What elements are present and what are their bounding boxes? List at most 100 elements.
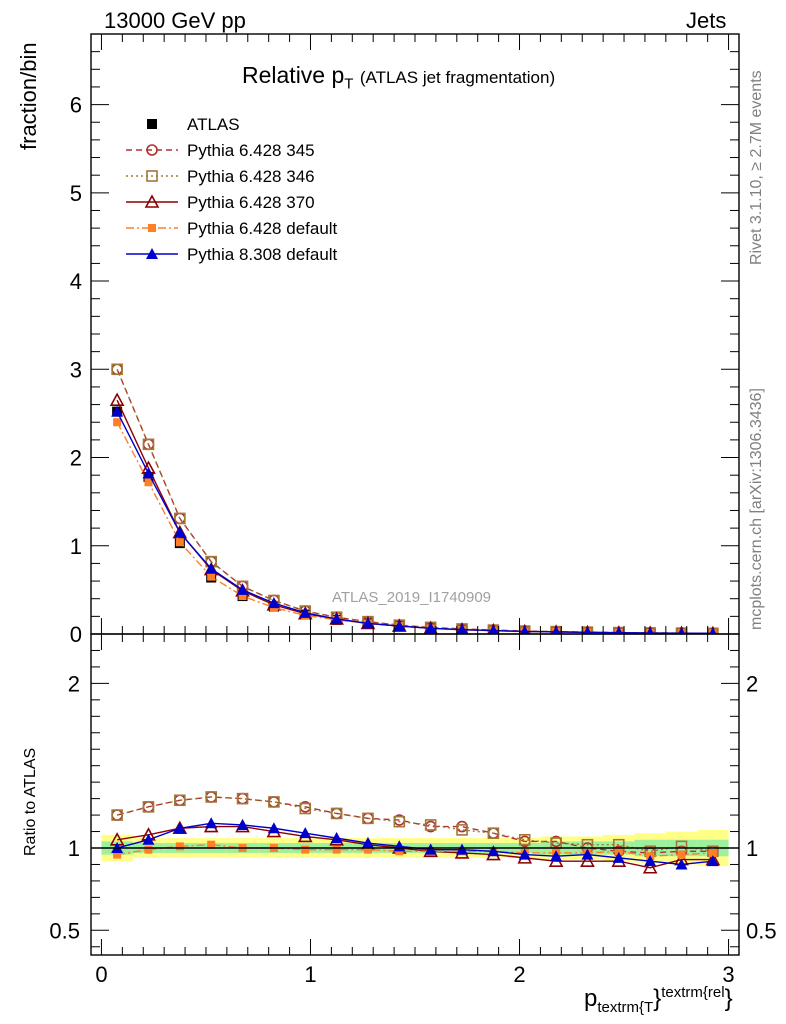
data-point bbox=[205, 562, 218, 574]
data-point bbox=[236, 583, 249, 595]
xlabel-p: p bbox=[584, 985, 598, 1012]
data-point bbox=[487, 827, 500, 839]
xlabel-close-1: } bbox=[653, 985, 662, 1012]
legend-entry-atlas: ATLAS bbox=[147, 115, 240, 134]
data-point bbox=[175, 538, 184, 547]
data-point bbox=[142, 467, 155, 479]
data-point bbox=[109, 392, 125, 406]
data-point bbox=[644, 855, 657, 867]
data-point bbox=[363, 845, 372, 854]
ratio-y-axis-label: Ratio to ATLAS bbox=[22, 747, 39, 856]
xlabel-sup: textrm{rel bbox=[661, 984, 725, 1001]
data-point bbox=[330, 832, 343, 844]
ratio-y-tick-label: 1 bbox=[68, 836, 80, 861]
data-point bbox=[424, 622, 437, 634]
legend-label: Pythia 6.428 370 bbox=[187, 193, 315, 212]
legend: ATLAS Pythia 6.428 345 Pythia 6.428 346 Pyt… bbox=[126, 115, 338, 264]
data-point bbox=[614, 847, 623, 856]
data-point bbox=[708, 848, 717, 857]
x-tick-label: 3 bbox=[722, 962, 734, 987]
axes-frames bbox=[90, 33, 740, 956]
data-point bbox=[267, 597, 280, 609]
ratio-y-tick-label: 0.5 bbox=[49, 918, 80, 943]
series-line bbox=[117, 844, 713, 857]
y-tick-label: 4 bbox=[70, 269, 82, 294]
data-point bbox=[518, 833, 531, 846]
data-point bbox=[207, 840, 216, 849]
data-point bbox=[332, 845, 341, 854]
data-point bbox=[393, 815, 406, 828]
analysis-id-label: ATLAS_2019_I1740909 bbox=[332, 589, 492, 606]
data-point bbox=[111, 809, 123, 821]
y-tick-label: 6 bbox=[70, 93, 82, 118]
energy-label: 13000 GeV pp bbox=[104, 8, 246, 33]
legend-marker bbox=[148, 224, 156, 232]
legend-marker bbox=[146, 144, 158, 156]
main-y-axis-label: fraction/bin bbox=[16, 42, 41, 150]
data-point bbox=[583, 626, 592, 634]
legend-entry-p346: Pythia 6.428 346 bbox=[126, 167, 315, 186]
x-axis-label: ptextrm{T}textrm{rel} bbox=[584, 984, 733, 1016]
data-point bbox=[709, 627, 717, 634]
plot-title: Relative pT (ATLAS jet fragmentation) bbox=[242, 62, 555, 93]
data-point bbox=[456, 623, 468, 634]
xlabel-close-2: } bbox=[724, 985, 733, 1012]
ratio-frame bbox=[90, 633, 740, 956]
data-point bbox=[236, 792, 249, 805]
data-point bbox=[144, 478, 153, 487]
rivet-version-label: Rivet 3.1.10, ≥ 2.7M events bbox=[748, 70, 765, 265]
data-point bbox=[205, 791, 217, 803]
legend-entry-p345: Pythia 6.428 345 bbox=[126, 141, 315, 160]
legend-marker bbox=[147, 119, 157, 129]
data-point bbox=[330, 613, 343, 624]
data-point bbox=[487, 845, 500, 857]
data-point bbox=[268, 796, 280, 808]
data-point bbox=[456, 843, 469, 855]
legend-entry-p8: Pythia 8.308 default bbox=[126, 245, 338, 264]
x-tick-label: 2 bbox=[513, 962, 525, 987]
data-point bbox=[550, 850, 563, 862]
xlabel-sub: textrm{T bbox=[597, 998, 654, 1016]
data-point bbox=[614, 626, 623, 634]
data-point bbox=[142, 438, 155, 451]
ratio-panel-series bbox=[91, 791, 739, 874]
ratio-y-tick-label-right: 1 bbox=[746, 836, 758, 861]
data-point bbox=[207, 572, 216, 581]
legend-label: Pythia 6.428 346 bbox=[187, 167, 315, 186]
data-point bbox=[299, 802, 312, 815]
ratio-y-tick-label: 2 bbox=[68, 671, 80, 696]
legend-label: Pythia 6.428 345 bbox=[187, 141, 315, 160]
data-point bbox=[642, 860, 658, 874]
x-tick-label: 0 bbox=[95, 962, 107, 987]
ratio-y-tick-label-right: 2 bbox=[746, 671, 758, 696]
ratio-y-tick-label-right: 0.5 bbox=[746, 918, 777, 943]
mcplots-label: mcplots.cern.ch [arXiv:1306.3436] bbox=[748, 388, 765, 630]
data-point bbox=[205, 817, 218, 829]
data-point bbox=[142, 833, 155, 845]
data-point bbox=[267, 822, 280, 834]
data-point bbox=[677, 627, 686, 634]
data-point bbox=[113, 850, 122, 859]
legend-marker bbox=[146, 170, 158, 182]
series-p8 bbox=[111, 817, 719, 870]
data-point bbox=[551, 625, 561, 634]
data-point bbox=[361, 617, 374, 629]
series-line bbox=[117, 825, 713, 869]
process-label: Jets bbox=[686, 8, 727, 33]
data-point bbox=[424, 843, 437, 855]
data-point bbox=[299, 606, 312, 618]
data-point bbox=[174, 512, 186, 525]
x-tick-label: 1 bbox=[304, 962, 316, 987]
title-main: Relative p bbox=[242, 62, 345, 88]
data-point bbox=[518, 848, 531, 860]
data-point bbox=[330, 807, 343, 820]
y-tick-label: 1 bbox=[70, 534, 82, 559]
tick-labels: 0 1 2 3 0 1 2 3 4 5 6 0.5 0.5 1 1 2 2 bbox=[49, 93, 776, 987]
legend-entry-p370: Pythia 6.428 370 bbox=[126, 193, 315, 212]
legend-label: ATLAS bbox=[187, 115, 240, 134]
data-point bbox=[173, 526, 186, 538]
data-point bbox=[175, 842, 184, 851]
data-point bbox=[456, 824, 468, 836]
data-point bbox=[299, 827, 312, 839]
data-point bbox=[238, 592, 247, 601]
